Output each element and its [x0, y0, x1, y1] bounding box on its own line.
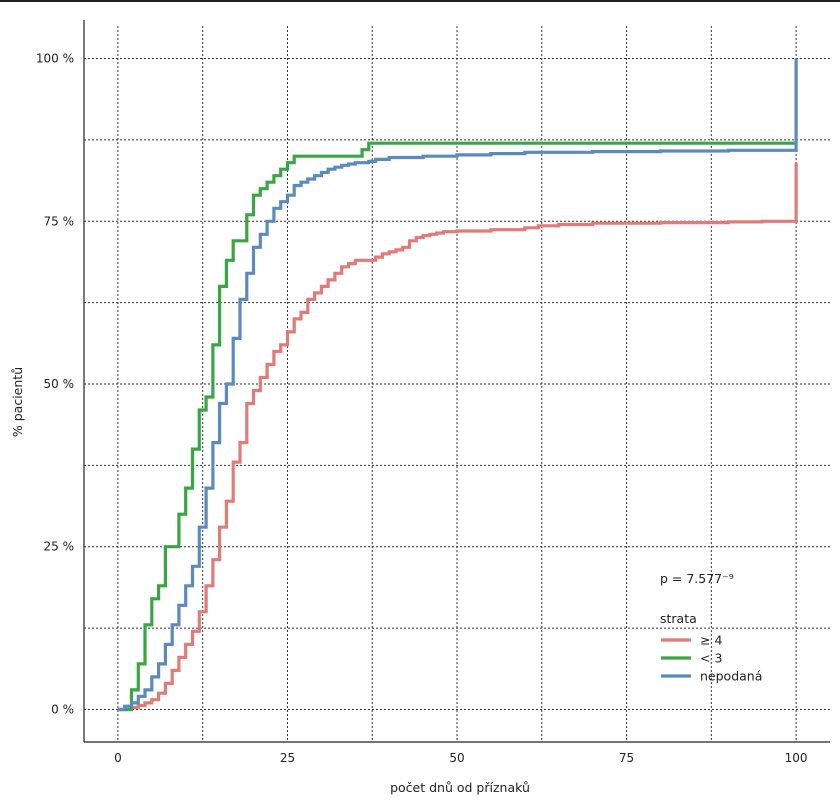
legend-label-0: ≥ 4 [700, 633, 722, 648]
y-tick-label: 0 % [51, 702, 74, 716]
series-line-0 [117, 162, 798, 712]
legend: ≥ 4 < 3 nepodaná [661, 633, 762, 684]
tick-labels: 0 25 50 75 100 0 % 25 % 50 % 75 % 100 % [36, 52, 808, 765]
x-tick-label: 25 [280, 751, 295, 765]
y-axis-title: % pacientů [10, 367, 25, 437]
y-tick-label: 50 % [44, 377, 75, 391]
top-border-line [0, 0, 840, 2]
legend-label-2: nepodaná [700, 669, 762, 684]
grid-lines [84, 26, 830, 742]
x-axis-title: počet dnů od příznaků [390, 780, 530, 795]
x-tick-label: 0 [114, 751, 122, 765]
x-tick-label: 100 [785, 751, 808, 765]
y-tick-label: 25 % [44, 540, 75, 554]
series-line-2 [117, 58, 798, 712]
legend-title: strata [660, 611, 697, 626]
x-tick-label: 50 [449, 751, 464, 765]
series-line-1 [117, 141, 797, 712]
y-tick-label: 75 % [44, 214, 75, 228]
legend-label-1: < 3 [700, 651, 722, 666]
p-value-annotation: p = 7.577⁻⁹ [660, 571, 734, 586]
axes [83, 20, 830, 743]
series-lines [117, 58, 798, 712]
y-tick-label: 100 % [36, 52, 74, 66]
x-tick-label: 75 [619, 751, 634, 765]
